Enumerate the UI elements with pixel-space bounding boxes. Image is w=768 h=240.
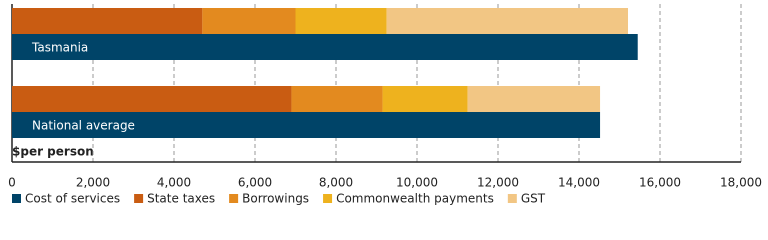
legend-swatch <box>134 194 144 203</box>
chart: $per person 0 2,000 4,000 6,000 8,000 10,000 1… <box>8 4 762 206</box>
legend-swatch <box>12 194 21 203</box>
bar-segment <box>382 86 468 112</box>
bar <box>12 112 601 138</box>
x-tick-label: 6,000 <box>238 176 272 190</box>
category-label: Tasmania <box>31 41 88 55</box>
x-tick-label: 18,000 <box>720 176 762 190</box>
bar <box>12 34 638 60</box>
legend-swatch <box>229 194 239 203</box>
legend-swatch <box>323 194 333 203</box>
x-tick-label: 8,000 <box>319 176 353 190</box>
legend-label: State taxes <box>147 192 215 206</box>
bar-segment <box>386 8 629 34</box>
legend-label: GST <box>521 192 546 206</box>
legend-swatch <box>507 194 517 203</box>
bar-segment <box>467 86 601 112</box>
bar-segment <box>295 8 387 34</box>
legend-label: Commonwealth payments <box>336 192 494 206</box>
x-axis-title: $per person <box>12 145 94 159</box>
bar-segment <box>202 8 296 34</box>
x-tick-label: 10,000 <box>396 176 438 190</box>
bar-segment <box>12 8 203 34</box>
category-label: National average <box>32 119 135 133</box>
page: $per person 0 2,000 4,000 6,000 8,000 10,000 1… <box>8 4 762 206</box>
x-tick-label: 2,000 <box>76 176 110 190</box>
bar-segment <box>12 86 292 112</box>
bar-segment <box>291 86 383 112</box>
legend-label: Borrowings <box>242 192 309 206</box>
x-tick-label: 4,000 <box>157 176 191 190</box>
legend-label: Cost of services <box>25 192 120 206</box>
x-tick-label: 0 <box>8 176 16 190</box>
x-tick-label: 16,000 <box>639 176 681 190</box>
x-tick-label: 14,000 <box>558 176 600 190</box>
x-tick-label: 12,000 <box>477 176 519 190</box>
